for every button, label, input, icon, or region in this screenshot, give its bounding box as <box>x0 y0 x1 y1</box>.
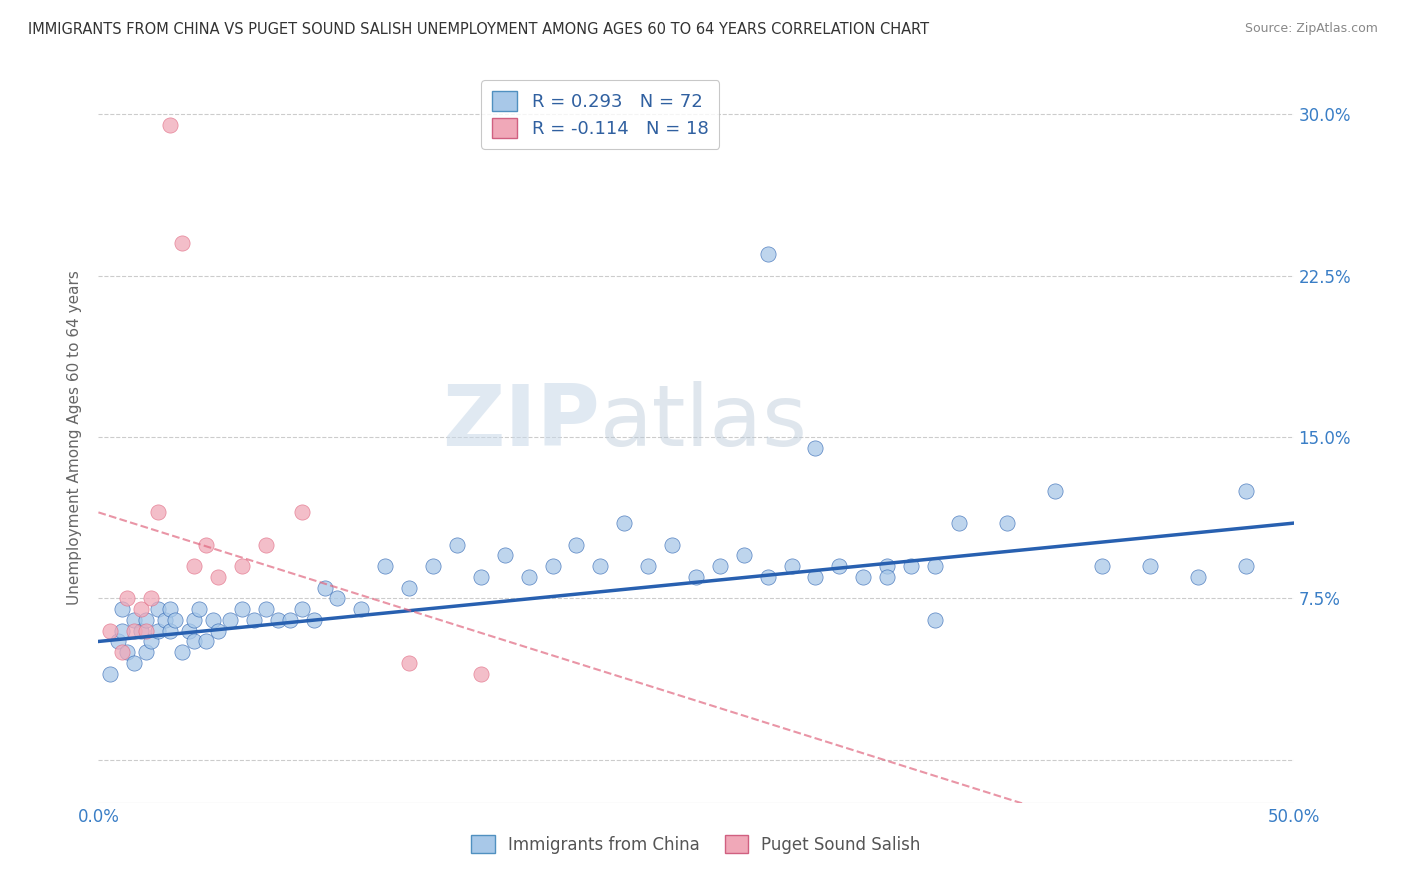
Point <box>148 602 170 616</box>
Point <box>470 666 492 681</box>
Point <box>1091 559 1114 574</box>
Point <box>107 634 129 648</box>
Point <box>115 645 138 659</box>
Point <box>207 624 229 638</box>
Point <box>135 624 157 638</box>
Point <box>159 118 181 132</box>
Point <box>995 516 1018 530</box>
Point <box>1187 570 1209 584</box>
Point <box>326 591 349 606</box>
Point <box>589 559 612 574</box>
Point <box>139 591 162 606</box>
Point <box>98 666 122 681</box>
Point <box>124 656 146 670</box>
Text: IMMIGRANTS FROM CHINA VS PUGET SOUND SALISH UNEMPLOYMENT AMONG AGES 60 TO 64 YEA: IMMIGRANTS FROM CHINA VS PUGET SOUND SAL… <box>28 22 929 37</box>
Point <box>1139 559 1161 574</box>
Point <box>98 624 122 638</box>
Point <box>804 441 827 455</box>
Point <box>111 645 134 659</box>
Point <box>1234 559 1257 574</box>
Point <box>187 602 209 616</box>
Point <box>900 559 922 574</box>
Point <box>172 645 194 659</box>
Point <box>422 559 444 574</box>
Point <box>565 538 588 552</box>
Point <box>637 559 659 574</box>
Point <box>254 538 277 552</box>
Point <box>267 613 290 627</box>
Point <box>804 570 827 584</box>
Point <box>470 570 492 584</box>
Y-axis label: Unemployment Among Ages 60 to 64 years: Unemployment Among Ages 60 to 64 years <box>67 269 83 605</box>
Point <box>135 645 157 659</box>
Point <box>111 602 134 616</box>
Point <box>780 559 803 574</box>
Point <box>115 591 138 606</box>
Point <box>291 505 314 519</box>
Point <box>661 538 683 552</box>
Point <box>685 570 707 584</box>
Point <box>876 559 898 574</box>
Point <box>924 559 946 574</box>
Text: atlas: atlas <box>600 381 808 464</box>
Point <box>924 613 946 627</box>
Point <box>948 516 970 530</box>
Point <box>374 559 396 574</box>
Point <box>148 505 170 519</box>
Point <box>148 624 170 638</box>
Point <box>828 559 851 574</box>
Point <box>315 581 337 595</box>
Point <box>183 559 205 574</box>
Point <box>733 549 755 563</box>
Point <box>756 247 779 261</box>
Point <box>291 602 314 616</box>
Point <box>1043 483 1066 498</box>
Point <box>131 624 153 638</box>
Point <box>613 516 636 530</box>
Point <box>446 538 468 552</box>
Point <box>350 602 373 616</box>
Point <box>756 570 779 584</box>
Point <box>172 236 194 251</box>
Point <box>876 570 898 584</box>
Point <box>219 613 242 627</box>
Point <box>159 624 181 638</box>
Point <box>398 581 420 595</box>
Point <box>124 624 146 638</box>
Point <box>709 559 731 574</box>
Point <box>852 570 875 584</box>
Point <box>243 613 266 627</box>
Point <box>494 549 516 563</box>
Point <box>163 613 186 627</box>
Point <box>131 602 153 616</box>
Point <box>155 613 177 627</box>
Point <box>398 656 420 670</box>
Point <box>183 613 205 627</box>
Point <box>183 634 205 648</box>
Point <box>135 613 157 627</box>
Point <box>202 613 225 627</box>
Legend: Immigrants from China, Puget Sound Salish: Immigrants from China, Puget Sound Salis… <box>464 829 928 860</box>
Point <box>159 602 181 616</box>
Point <box>195 634 218 648</box>
Point <box>278 613 301 627</box>
Point <box>139 634 162 648</box>
Point <box>195 538 218 552</box>
Point <box>517 570 540 584</box>
Point <box>124 613 146 627</box>
Text: Source: ZipAtlas.com: Source: ZipAtlas.com <box>1244 22 1378 36</box>
Point <box>302 613 325 627</box>
Point <box>231 559 253 574</box>
Point <box>231 602 253 616</box>
Point <box>1234 483 1257 498</box>
Point <box>207 570 229 584</box>
Text: ZIP: ZIP <box>443 381 600 464</box>
Point <box>541 559 564 574</box>
Point <box>254 602 277 616</box>
Point <box>111 624 134 638</box>
Point <box>179 624 201 638</box>
